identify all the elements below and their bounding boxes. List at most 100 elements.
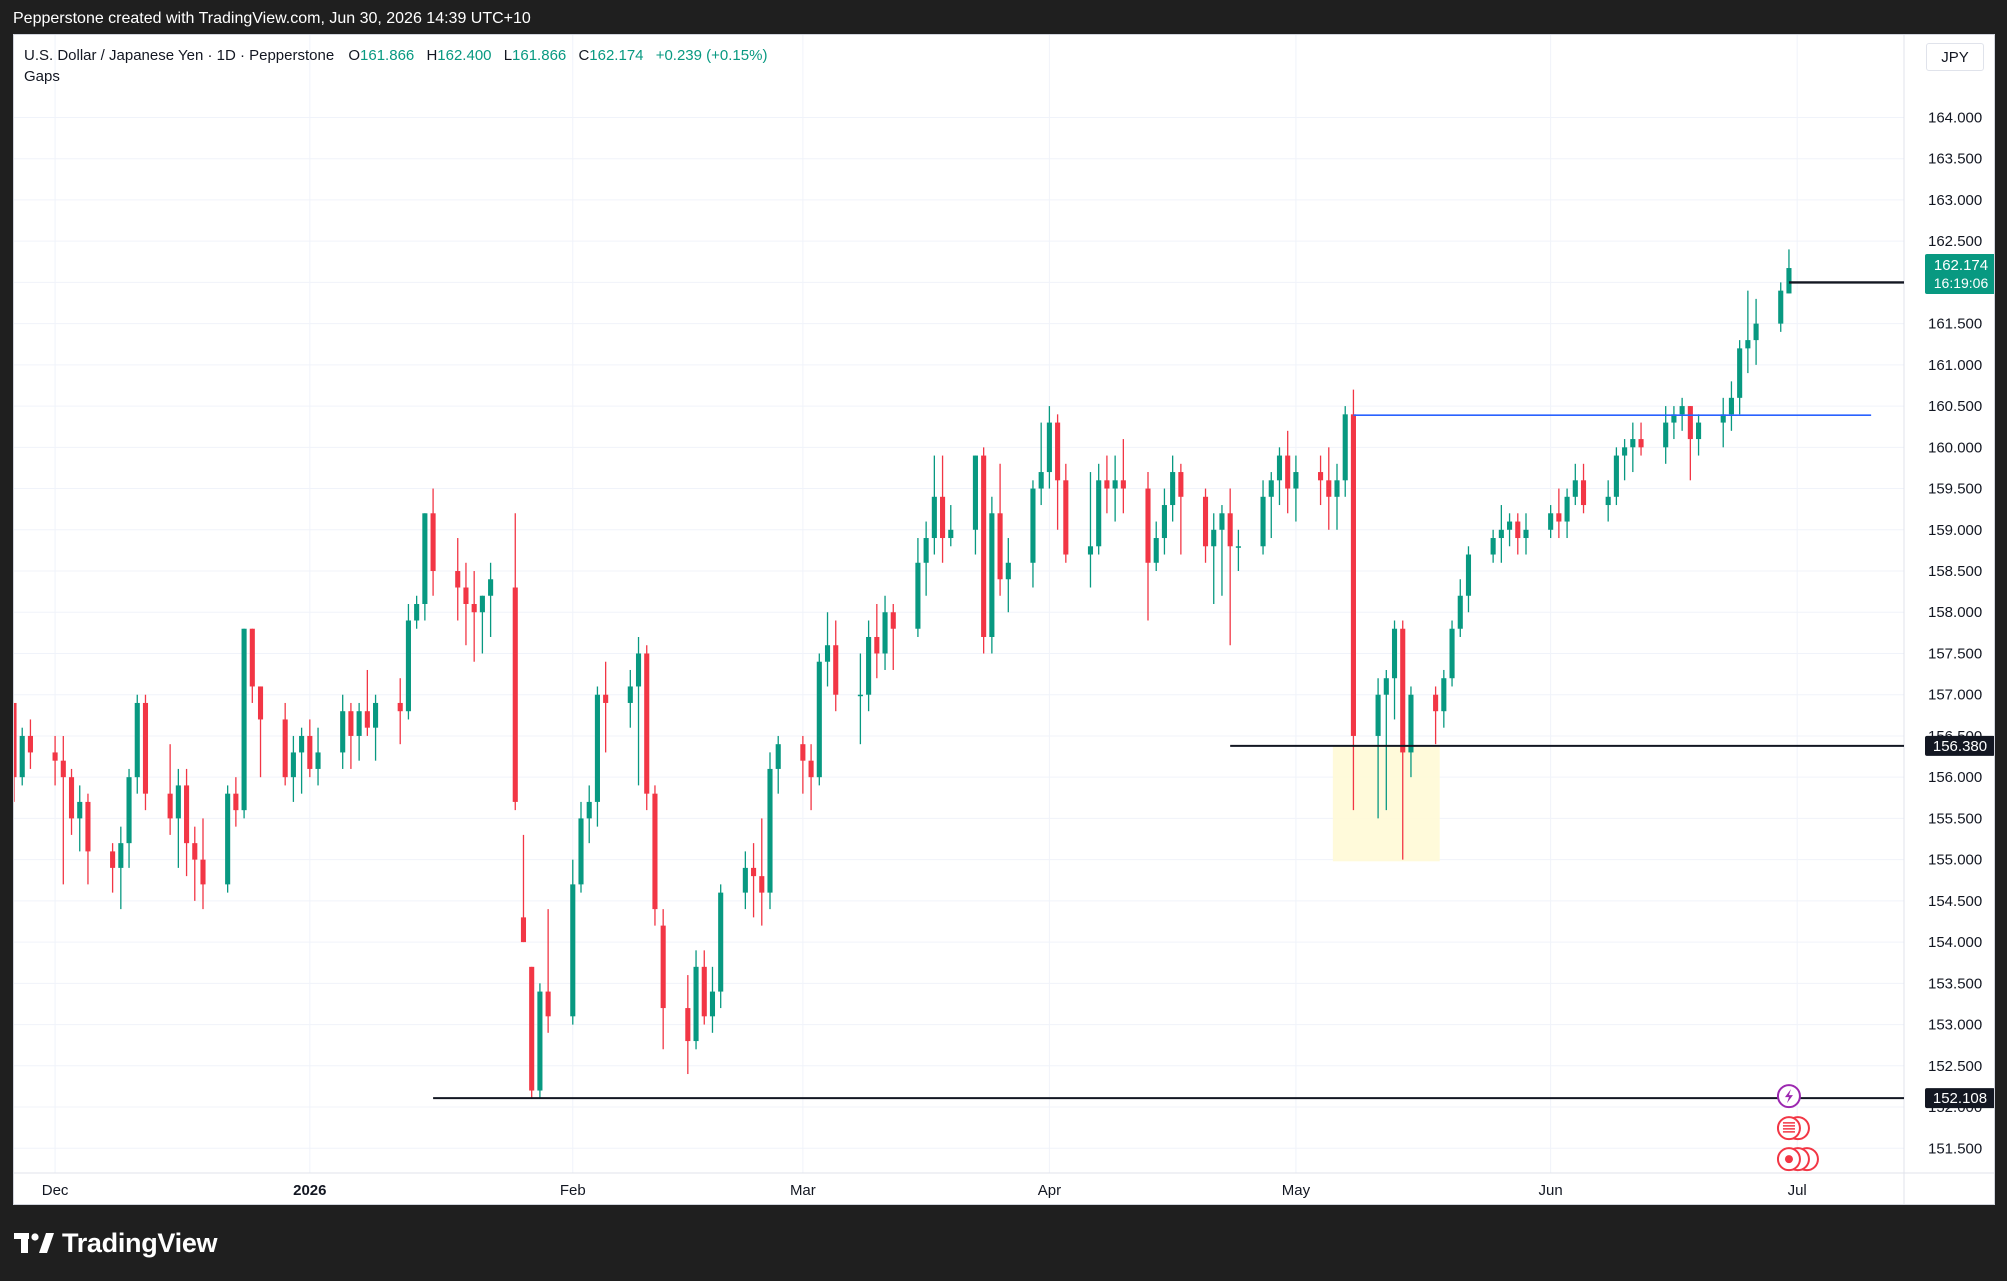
symbol-label[interactable]: U.S. Dollar / Japanese Yen · 1D · Pepper… bbox=[24, 47, 335, 64]
y-tick-label: 160.000 bbox=[1928, 439, 1982, 456]
candle-body-down bbox=[184, 785, 190, 844]
candle-body-down bbox=[68, 777, 75, 819]
candle-body-down bbox=[307, 735, 313, 769]
candle-body-up bbox=[1728, 397, 1734, 415]
candle-body-down bbox=[200, 859, 206, 885]
y-tick-label: 163.500 bbox=[1928, 151, 1982, 168]
candle-body-up bbox=[1161, 505, 1167, 539]
candle-body-up bbox=[1605, 496, 1611, 506]
y-tick-label: 157.500 bbox=[1928, 645, 1982, 662]
candle-body-down bbox=[1350, 414, 1356, 736]
candle-body-up bbox=[718, 892, 724, 992]
candle-body-down bbox=[660, 925, 666, 1009]
candle-body-down bbox=[997, 513, 1003, 580]
candle-body-up bbox=[1622, 447, 1628, 456]
candle-body-up bbox=[1153, 538, 1159, 563]
x-tick-label: Mar bbox=[790, 1182, 816, 1199]
y-tick-label: 158.500 bbox=[1928, 563, 1982, 580]
candle-body-down bbox=[463, 587, 469, 604]
candle-body-up bbox=[1268, 480, 1274, 497]
candle-body-up bbox=[742, 867, 748, 893]
candle-body-up bbox=[1572, 480, 1578, 497]
candle-body-down bbox=[1202, 496, 1209, 547]
x-tick-label: Jun bbox=[1539, 1182, 1563, 1199]
candle-body-up bbox=[1564, 496, 1570, 522]
y-tick-label: 151.500 bbox=[1928, 1140, 1982, 1157]
currency-button[interactable]: JPY bbox=[1926, 43, 1984, 71]
candle-body-up bbox=[627, 686, 633, 703]
y-tick-label: 163.000 bbox=[1928, 192, 1982, 209]
candle-body-up bbox=[824, 645, 831, 662]
candle-body-up bbox=[1778, 290, 1784, 324]
candle-body-up bbox=[1112, 480, 1118, 489]
candle-body-up bbox=[488, 579, 494, 596]
candle-body-up bbox=[1679, 406, 1685, 415]
candle-body-down bbox=[233, 793, 239, 811]
candle-body-up bbox=[1342, 414, 1348, 481]
candle-body-up bbox=[1737, 348, 1743, 398]
candle-body-up bbox=[1630, 439, 1636, 448]
candle-body-up bbox=[586, 801, 592, 819]
low-value: 161.866 bbox=[512, 47, 567, 64]
y-tick-label: 155.000 bbox=[1928, 852, 1982, 869]
level-price-label: 156.380 bbox=[1933, 738, 1987, 755]
candle-body-up bbox=[1408, 694, 1414, 753]
candle-body-up bbox=[126, 777, 132, 844]
candle-body-down bbox=[652, 793, 658, 910]
candle-body-down bbox=[1055, 422, 1061, 481]
indicator-label[interactable]: Gaps bbox=[24, 68, 60, 85]
attribution-text: Pepperstone created with TradingView.com… bbox=[13, 10, 531, 27]
candle-body-down bbox=[1580, 480, 1587, 506]
candle-body-up bbox=[373, 702, 379, 728]
candle-body-down bbox=[751, 867, 757, 877]
high-value: 162.400 bbox=[437, 47, 492, 64]
chart-frame[interactable]: 151.500152.000152.500153.000153.500154.0… bbox=[13, 34, 1995, 1205]
candle-body-up bbox=[915, 562, 921, 629]
candle-body-down bbox=[282, 719, 288, 778]
candle-body-down bbox=[701, 966, 707, 1017]
candle-body-up bbox=[1375, 694, 1381, 736]
candle-body-up bbox=[1441, 678, 1447, 712]
close-label: C bbox=[578, 47, 590, 64]
candle-body-down bbox=[1400, 628, 1406, 753]
candle-body-up bbox=[405, 620, 411, 712]
x-tick-label: 2026 bbox=[293, 1182, 326, 1199]
candle-body-up bbox=[1087, 546, 1094, 555]
candle-body-up bbox=[816, 661, 822, 778]
y-tick-label: 153.000 bbox=[1928, 1017, 1982, 1034]
candle-body-down bbox=[890, 612, 896, 629]
candle-body-up bbox=[77, 801, 83, 819]
x-tick-label: May bbox=[1282, 1182, 1311, 1199]
candle-body-down bbox=[430, 513, 436, 572]
candle-body-down bbox=[940, 496, 946, 539]
candle-body-up bbox=[931, 496, 937, 539]
y-tick-label: 160.500 bbox=[1928, 398, 1982, 415]
candle-body-up bbox=[1334, 480, 1340, 497]
candle-body-down bbox=[1145, 488, 1151, 563]
candle-body-up bbox=[422, 513, 428, 604]
legend-row: U.S. Dollar / Japanese Yen · 1D · Pepper… bbox=[24, 45, 767, 66]
y-tick-label: 153.500 bbox=[1928, 975, 1982, 992]
candle-body-down bbox=[1556, 513, 1562, 522]
candle-body-down bbox=[1178, 472, 1184, 497]
price-chart[interactable]: 151.500152.000152.500153.000153.500154.0… bbox=[14, 35, 1994, 1204]
x-tick-label: Dec bbox=[42, 1182, 69, 1199]
candle-body-up bbox=[241, 628, 247, 811]
last-price-tag bbox=[1925, 254, 1994, 295]
record-dot-icon bbox=[1784, 1155, 1793, 1164]
y-tick-label: 164.000 bbox=[1928, 109, 1982, 126]
y-tick-label: 157.000 bbox=[1928, 687, 1982, 704]
chart-legend: U.S. Dollar / Japanese Yen · 1D · Pepper… bbox=[24, 45, 767, 87]
candle-body-up bbox=[1507, 521, 1513, 530]
candle-body-up bbox=[1457, 595, 1463, 629]
level-price-tag bbox=[1925, 735, 1994, 756]
candle-body-down bbox=[167, 793, 173, 819]
candle-body-up bbox=[1260, 496, 1266, 547]
candle-body-up bbox=[19, 735, 25, 778]
candle-body-up bbox=[1786, 268, 1792, 294]
candle-body-up bbox=[1038, 472, 1044, 489]
candle-body-down bbox=[1433, 694, 1439, 712]
close-value: 162.174 bbox=[589, 47, 644, 64]
candle-body-up bbox=[1030, 488, 1036, 563]
candle-body-down bbox=[348, 711, 354, 736]
